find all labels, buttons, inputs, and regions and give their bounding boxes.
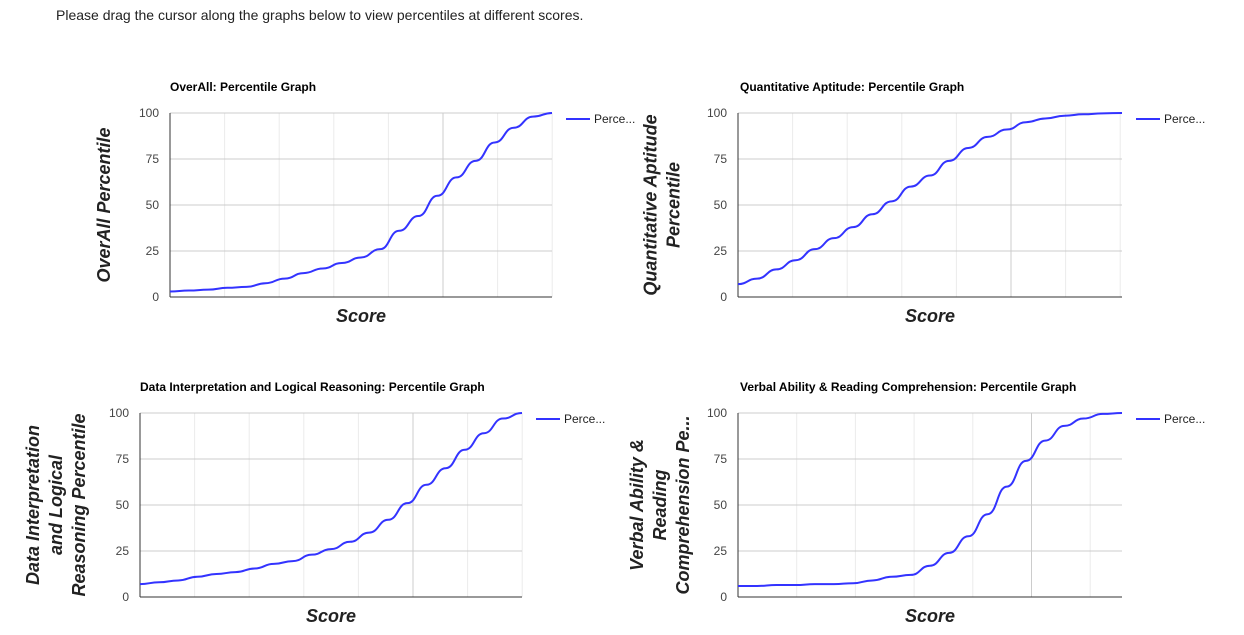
y-axis-title: Comprehension Pe... — [673, 415, 693, 594]
y-axis-title: Percentile — [664, 162, 684, 248]
percentile-line — [738, 412, 1123, 587]
chart-title: Quantitative Aptitude: Percentile Graph — [740, 80, 964, 94]
percentile-line — [169, 112, 553, 293]
x-axis-title: Score — [905, 306, 955, 326]
y-tick-label: 25 — [714, 544, 728, 558]
chart-2: Quantitative Aptitude: Percentile Graph 0… — [641, 80, 1206, 326]
legend-label: Perce... — [1164, 412, 1205, 426]
y-tick-label: 25 — [146, 244, 160, 258]
y-tick-label: 25 — [116, 544, 130, 558]
y-tick-label: 0 — [720, 290, 727, 304]
y-axis-title: Quantitative Aptitude — [641, 114, 661, 295]
y-tick-label: 50 — [116, 498, 130, 512]
chart-title: Verbal Ability & Reading Comprehension: … — [740, 380, 1076, 394]
chart-title: Data Interpretation and Logical Reasonin… — [140, 380, 485, 394]
y-tick-label: 75 — [116, 452, 130, 466]
x-axis-title: Score — [336, 306, 386, 326]
y-tick-label: 0 — [152, 290, 159, 304]
y-tick-label: 75 — [146, 152, 160, 166]
x-axis-title: Score — [306, 606, 356, 626]
chart-1: OverAll: Percentile Graph 0 25 50 75 100 Score… — [94, 80, 635, 326]
instruction-text: Please drag the cursor along the graphs … — [56, 7, 584, 23]
y-axis-title: and Logical — [46, 454, 66, 555]
y-tick-label: 100 — [109, 406, 129, 420]
y-axis-title: Verbal Ability & — [627, 439, 647, 571]
y-tick-label: 0 — [122, 590, 129, 604]
y-tick-label: 50 — [714, 198, 728, 212]
legend-label: Perce... — [564, 412, 605, 426]
y-axis-title: Reasoning Percentile — [69, 413, 89, 596]
legend-label: Perce... — [594, 112, 635, 126]
y-tick-label: 0 — [720, 590, 727, 604]
y-tick-label: 50 — [714, 498, 728, 512]
percentile-line — [737, 112, 1123, 286]
legend-label: Perce... — [1164, 112, 1205, 126]
y-tick-label: 50 — [146, 198, 160, 212]
y-axis-title: Reading — [650, 469, 670, 540]
y-tick-label: 25 — [714, 244, 728, 258]
y-tick-label: 100 — [707, 106, 727, 120]
chart-3: Data Interpretation and Logical Reasonin… — [23, 380, 605, 626]
chart-4: Verbal Ability & Reading Comprehension: … — [627, 380, 1205, 626]
y-tick-label: 100 — [139, 106, 159, 120]
y-tick-label: 75 — [714, 452, 728, 466]
y-tick-label: 75 — [714, 152, 728, 166]
percentile-line — [139, 412, 523, 586]
y-tick-label: 100 — [707, 406, 727, 420]
chart-title: OverAll: Percentile Graph — [170, 80, 316, 94]
y-axis-title: OverAll Percentile — [94, 127, 114, 282]
x-axis-title: Score — [905, 606, 955, 626]
y-axis-title: Data Interpretation — [23, 425, 43, 585]
